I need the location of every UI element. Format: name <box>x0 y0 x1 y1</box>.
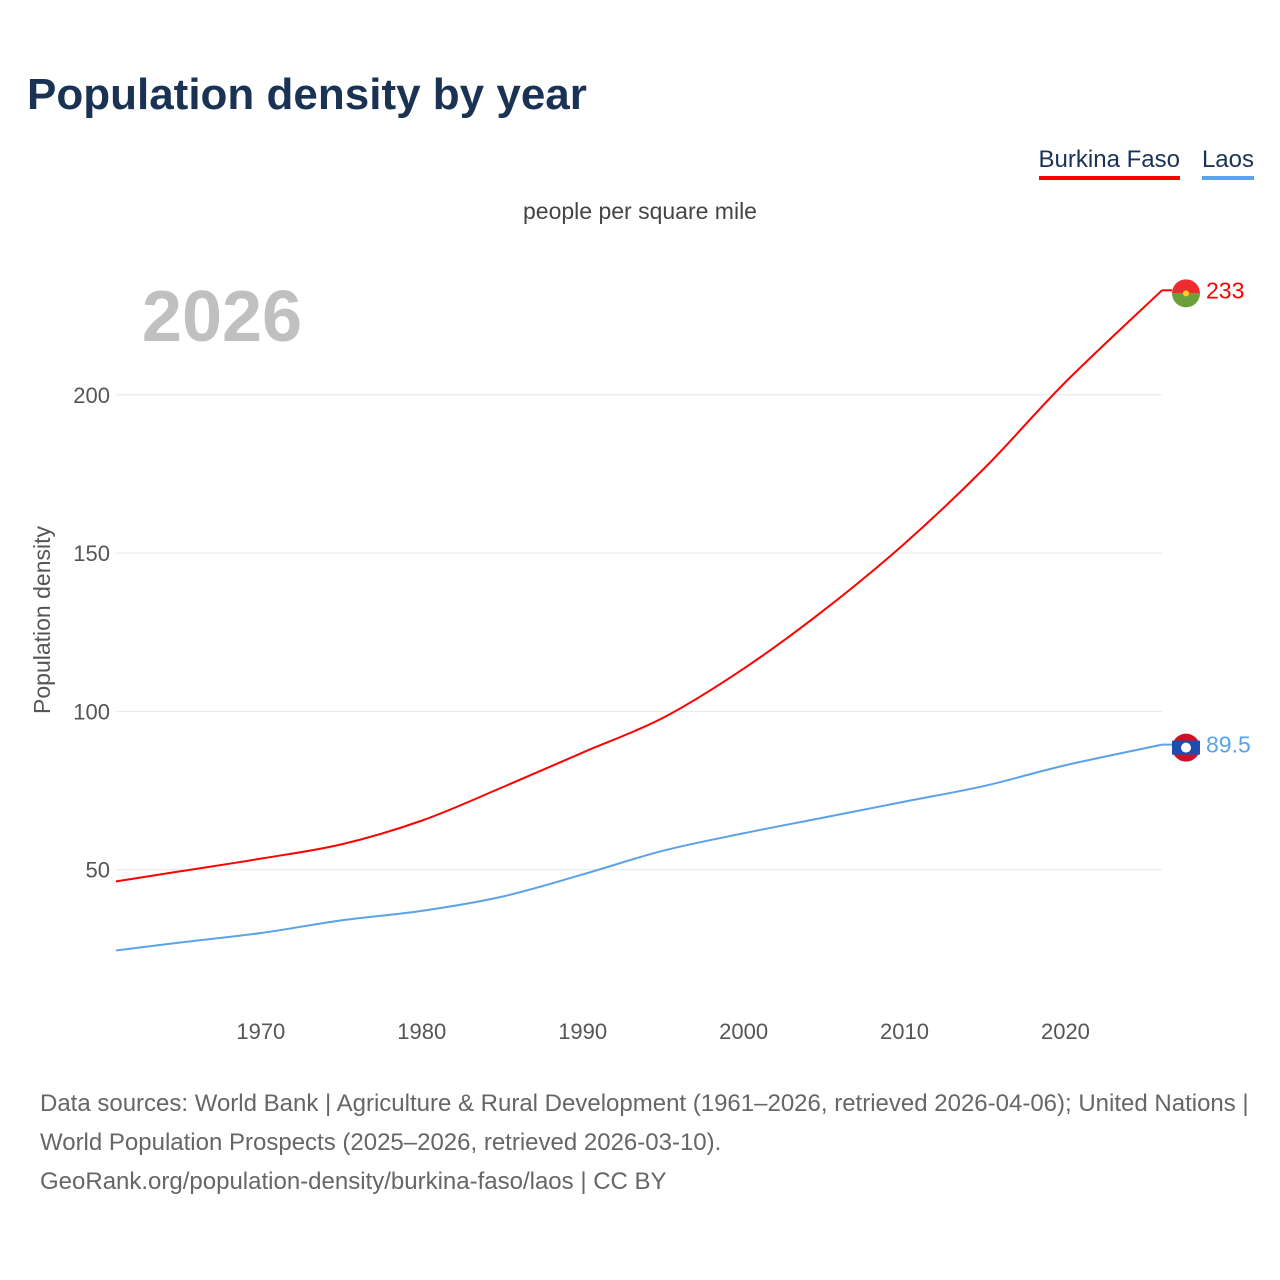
x-tick-label: 2010 <box>880 1019 929 1044</box>
footer-attribution[interactable]: GeoRank.org/population-density/burkina-f… <box>40 1168 667 1195</box>
footer: Data sources: World Bank | Agriculture &… <box>40 1084 1250 1201</box>
x-tick-label: 1990 <box>558 1019 607 1044</box>
page-title: Population density by year <box>27 70 587 119</box>
burkina-faso-flag-icon <box>1172 279 1200 308</box>
x-tick-label: 2000 <box>719 1019 768 1044</box>
y-tick-label: 150 <box>73 541 110 566</box>
y-tick-label: 100 <box>73 699 110 724</box>
chart-subtitle: people per square mile <box>523 198 757 224</box>
legend-item-laos[interactable]: Laos <box>1201 146 1254 180</box>
laos-flag-icon <box>1172 733 1200 762</box>
flag-disc <box>1181 742 1191 753</box>
flag-bottom <box>1172 293 1200 308</box>
y-tick-label: 50 <box>86 858 110 883</box>
legend-item-burkina-faso[interactable]: Burkina Faso <box>1038 146 1180 180</box>
footer-sources: Data sources: World Bank | Agriculture &… <box>40 1090 1249 1156</box>
x-tick-label: 1970 <box>236 1019 285 1044</box>
x-tick-label: 1980 <box>397 1019 446 1044</box>
y-tick-label: 200 <box>73 383 110 408</box>
flag-star <box>1183 290 1189 297</box>
legend: Burkina Faso Laos <box>1038 146 1254 180</box>
y-axis-label: Population density <box>29 526 55 714</box>
end-value-label: 233 <box>1206 277 1244 303</box>
series-line-burkina-faso <box>115 289 1163 883</box>
year-watermark: 2026 <box>142 277 302 357</box>
end-value-label: 89.5 <box>1206 732 1251 758</box>
x-tick-label: 2020 <box>1041 1019 1090 1044</box>
flag-top <box>1172 279 1200 294</box>
series-line-laos <box>115 743 1163 952</box>
